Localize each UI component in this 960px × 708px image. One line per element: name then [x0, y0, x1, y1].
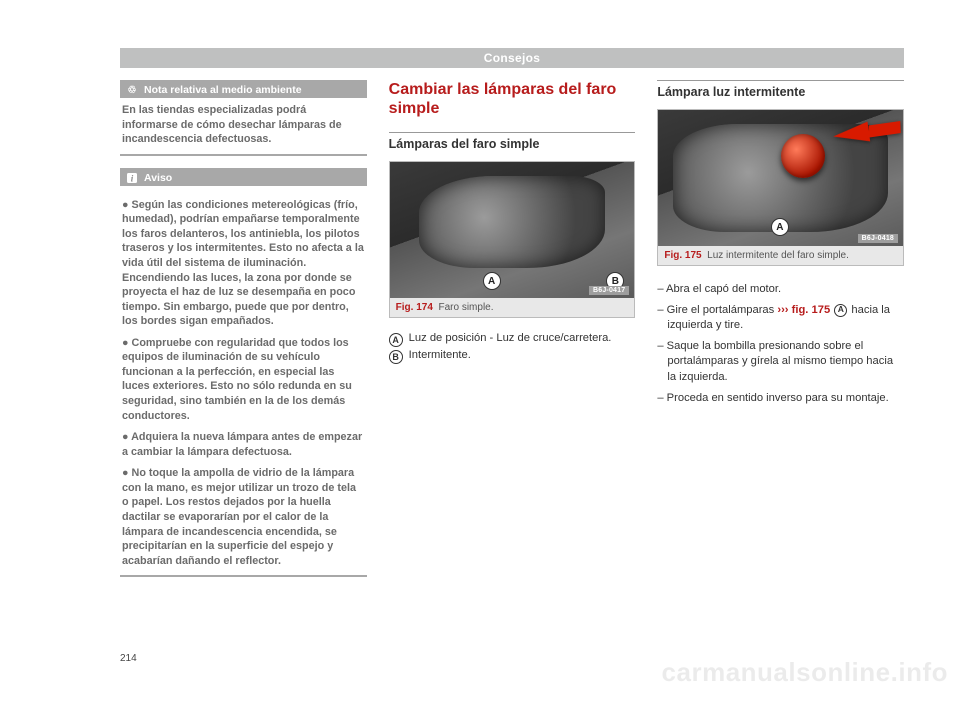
- column-2: Cambiar las lámparas del faro simple Lám…: [389, 80, 636, 589]
- note-body: En las tiendas especializadas podrá info…: [120, 98, 367, 154]
- inline-mark-a: A: [834, 304, 847, 317]
- subsection: Lámparas del faro simple: [389, 132, 636, 151]
- aviso-callout: i Aviso ● Según las condiciones metereol…: [120, 168, 367, 578]
- watermark: carmanualsonline.info: [662, 657, 948, 688]
- aviso-title: Aviso: [144, 172, 172, 184]
- legend-text: Intermitente.: [409, 349, 471, 361]
- subsection-title: Lámparas del faro simple: [389, 137, 636, 151]
- figure-label-a: A: [483, 272, 501, 290]
- figure-caption-text: Faro simple.: [438, 302, 493, 313]
- step: – Proceda en sentido inverso para su mon…: [657, 391, 904, 406]
- figure-ref: Fig. 175: [664, 250, 701, 261]
- aviso-bullet-text: Compruebe con regularidad que todos los …: [122, 337, 352, 422]
- step-text: – Gire el portalámparas: [657, 304, 777, 316]
- recycle-icon: ♲: [126, 84, 138, 96]
- figure-caption-text: Luz intermitente del faro simple.: [707, 250, 849, 261]
- note-title: Nota relativa al medio ambiente: [144, 84, 302, 96]
- subsection: Lámpara luz intermitente: [657, 80, 904, 99]
- inline-fig-ref: ››› fig. 175: [777, 304, 830, 316]
- aviso-bullet-text: Según las condiciones metereológicas (fr…: [122, 199, 364, 328]
- note-header: ♲ Nota relativa al medio ambiente: [120, 82, 367, 98]
- legend-mark-a: A: [389, 333, 403, 347]
- aviso-bullet: ● Compruebe con regularidad que todos lo…: [122, 336, 365, 423]
- aviso-bullet-text: Adquiera la nueva lámpara antes de empez…: [122, 431, 362, 458]
- figure-ref: Fig. 174: [396, 302, 433, 313]
- figure-174: A B B6J-0417 Fig. 174 Faro simple.: [389, 161, 636, 318]
- legend-item: B Intermitente.: [389, 349, 636, 364]
- content-columns: ♲ Nota relativa al medio ambiente En las…: [120, 80, 904, 589]
- bulb-cap: [781, 134, 825, 178]
- aviso-header: i Aviso: [120, 170, 367, 186]
- legend-mark-b: B: [389, 350, 403, 364]
- legend-item: A Luz de posición - Luz de cruce/carrete…: [389, 332, 636, 347]
- page-header: Consejos: [120, 48, 904, 68]
- figure-image: A B6J-0418: [658, 110, 903, 246]
- figure-caption: Fig. 174 Faro simple.: [390, 298, 635, 317]
- aviso-bullet: ● No toque la ampolla de vidrio de la lá…: [122, 466, 365, 568]
- aviso-bullet-text: No toque la ampolla de vidrio de la lámp…: [122, 467, 356, 566]
- figure-id: B6J-0418: [858, 234, 898, 243]
- aviso-bullet: ● Adquiera la nueva lámpara antes de emp…: [122, 430, 365, 459]
- figure-175: A B6J-0418 Fig. 175 Luz intermitente del…: [657, 109, 904, 266]
- info-icon: i: [126, 172, 138, 184]
- headlamp-shape: [419, 176, 605, 268]
- step: – Abra el capó del motor.: [657, 282, 904, 297]
- step: – Gire el portalámparas ››› fig. 175 A h…: [657, 303, 904, 333]
- figure-caption: Fig. 175 Luz intermitente del faro simpl…: [658, 246, 903, 265]
- column-1: ♲ Nota relativa al medio ambiente En las…: [120, 80, 367, 589]
- step: – Saque la bombilla presionando sobre el…: [657, 339, 904, 384]
- column-3: Lámpara luz intermitente A B6J-0418 Fig.…: [657, 80, 904, 589]
- figure-label-a: A: [771, 218, 789, 236]
- manual-page: Consejos ♲ Nota relativa al medio ambien…: [0, 0, 960, 708]
- figure-image: A B B6J-0417: [390, 162, 635, 298]
- legend-text: Luz de posición - Luz de cruce/carretera…: [409, 332, 612, 344]
- page-number: 214: [120, 653, 137, 664]
- subsection-title: Lámpara luz intermitente: [657, 85, 904, 99]
- aviso-body: ● Según las condiciones metereológicas (…: [120, 186, 367, 576]
- section-title: Cambiar las lámparas del faro simple: [389, 80, 636, 118]
- note-environment-callout: ♲ Nota relativa al medio ambiente En las…: [120, 80, 367, 156]
- aviso-bullet: ● Según las condiciones metereológicas (…: [122, 198, 365, 329]
- figure-id: B6J-0417: [589, 286, 629, 295]
